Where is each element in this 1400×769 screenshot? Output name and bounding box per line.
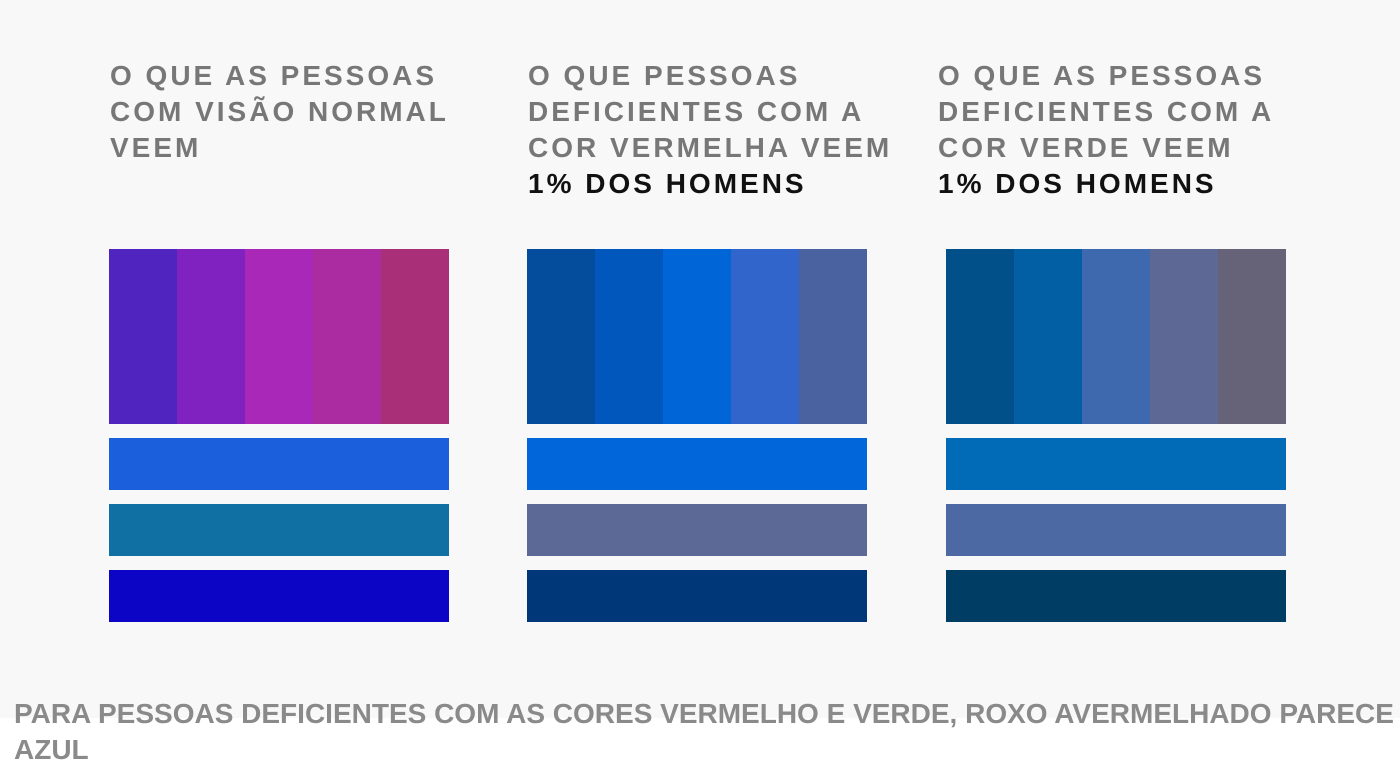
heading-line: COM VISÃO NORMAL (110, 96, 449, 127)
column-red-deficient: O QUE PESSOAS DEFICIENTES COM A COR VERM… (528, 58, 908, 202)
swatch-strip (946, 249, 1286, 424)
heading-line: O QUE AS PESSOAS (938, 60, 1266, 91)
swatch-group-red-deficient (527, 249, 867, 622)
color-bar (109, 570, 449, 622)
color-swatch (177, 249, 245, 424)
footer-caption: PARA PESSOAS DEFICIENTES COM AS CORES VE… (14, 698, 1394, 765)
heading-line: DEFICIENTES COM A (528, 96, 865, 127)
column-normal-vision: O QUE AS PESSOAS COM VISÃO NORMAL VEEM (110, 58, 490, 202)
color-swatch (1150, 249, 1218, 424)
color-swatch (946, 249, 1014, 424)
heading-line: O QUE PESSOAS (528, 60, 801, 91)
color-bar (109, 504, 449, 556)
color-swatch (799, 249, 867, 424)
column-heading: O QUE AS PESSOAS DEFICIENTES COM A COR V… (938, 58, 1318, 202)
column-green-deficient: O QUE AS PESSOAS DEFICIENTES COM A COR V… (938, 58, 1318, 202)
color-swatch (109, 249, 177, 424)
swatch-group-normal (109, 249, 449, 622)
color-bar (527, 504, 867, 556)
color-swatch (595, 249, 663, 424)
color-bar (527, 438, 867, 490)
heading-line: DEFICIENTES COM A (938, 96, 1275, 127)
color-swatch (1014, 249, 1082, 424)
swatch-group-green-deficient (946, 249, 1286, 622)
color-swatch (1082, 249, 1150, 424)
color-bar (946, 570, 1286, 622)
color-bar (527, 570, 867, 622)
heading-line: O QUE AS PESSOAS (110, 60, 438, 91)
heading-line: COR VERDE VEEM (938, 132, 1234, 163)
prevalence-stat: 1% DOS HOMENS (938, 168, 1217, 199)
column-heading: O QUE AS PESSOAS COM VISÃO NORMAL VEEM (110, 58, 490, 202)
color-swatch (731, 249, 799, 424)
color-swatch (1218, 249, 1286, 424)
heading-line: VEEM (110, 132, 202, 163)
color-bar (946, 438, 1286, 490)
color-bar (109, 438, 449, 490)
color-swatch (663, 249, 731, 424)
swatch-strip (527, 249, 867, 424)
color-swatch (527, 249, 595, 424)
color-swatch (313, 249, 381, 424)
heading-line: COR VERMELHA VEEM (528, 132, 893, 163)
prevalence-stat: 1% DOS HOMENS (528, 168, 807, 199)
color-swatch (381, 249, 449, 424)
column-heading: O QUE PESSOAS DEFICIENTES COM A COR VERM… (528, 58, 908, 202)
swatch-strip (109, 249, 449, 424)
color-bar (946, 504, 1286, 556)
color-swatch (245, 249, 313, 424)
